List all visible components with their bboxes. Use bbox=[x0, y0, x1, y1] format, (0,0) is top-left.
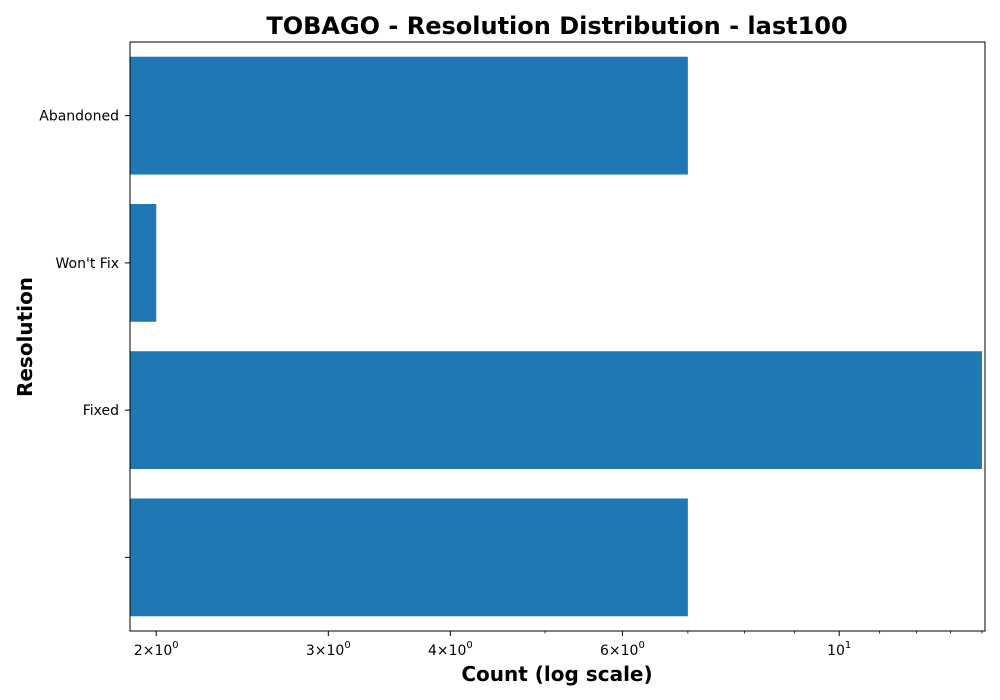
bar-fixed bbox=[130, 351, 982, 470]
bar-blank bbox=[130, 498, 688, 617]
y-tick-label: Abandoned bbox=[39, 109, 119, 125]
x-axis-label: Count (log scale) bbox=[461, 662, 652, 686]
x-tick-label: 101 bbox=[827, 640, 851, 659]
y-tick-label: Won't Fix bbox=[56, 256, 119, 272]
bar-abandoned bbox=[130, 56, 688, 175]
bars-group bbox=[130, 56, 982, 617]
plot-frame bbox=[129, 41, 986, 632]
x-tick-label: 6×100 bbox=[600, 640, 645, 659]
bar-won-t-fix bbox=[130, 203, 157, 322]
x-axis-ticks: 2×100 3×100 4×100 6×100 101 bbox=[134, 631, 983, 659]
y-axis-ticks: Fixed Won't Fix Abandoned bbox=[39, 109, 130, 558]
x-tick-label: 4×100 bbox=[428, 640, 473, 659]
y-tick-label: Fixed bbox=[83, 403, 119, 419]
y-axis-label: Resolution bbox=[13, 277, 37, 397]
x-tick-label: 2×100 bbox=[134, 640, 179, 659]
x-tick-label: 3×100 bbox=[306, 640, 351, 659]
chart-title: TOBAGO - Resolution Distribution - last1… bbox=[266, 12, 847, 40]
